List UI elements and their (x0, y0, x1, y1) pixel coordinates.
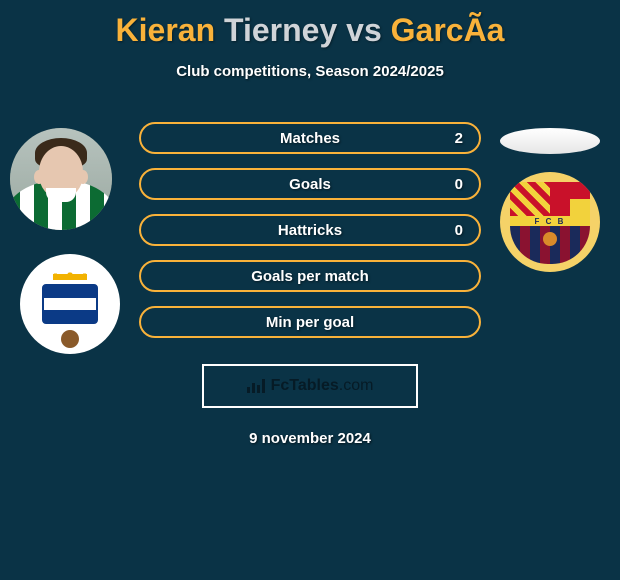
player1-club-crest (20, 254, 120, 354)
player2-name: GarcÃa (391, 12, 505, 48)
stat-row-goals-per-match: Goals per match (139, 260, 481, 292)
site-name: FcTables (271, 377, 339, 394)
fcb-initials: F C B (510, 216, 590, 226)
stat-value-player1: 0 (455, 222, 463, 239)
branding-text: FcTables.com (271, 377, 374, 395)
comparison-title: Kieran Tierney vs GarcÃa (0, 0, 620, 49)
branding-box[interactable]: FcTables.com (202, 364, 418, 408)
stat-label: Goals (289, 176, 331, 193)
site-domain: .com (339, 377, 374, 394)
bar-chart-icon (247, 379, 265, 393)
stats-container: Matches 2 Goals 0 Hattricks 0 Goals per … (139, 122, 481, 338)
stat-row-hattricks: Hattricks 0 (139, 214, 481, 246)
subtitle: Club competitions, Season 2024/2025 (0, 63, 620, 80)
vs-separator: vs (346, 12, 382, 48)
player1-lastname: Tierney (224, 12, 337, 48)
player1-photo (10, 128, 112, 230)
stat-row-matches: Matches 2 (139, 122, 481, 154)
stat-row-min-per-goal: Min per goal (139, 306, 481, 338)
stat-label: Matches (280, 130, 340, 147)
date-text: 9 november 2024 (0, 430, 620, 447)
stat-row-goals: Goals 0 (139, 168, 481, 200)
stat-value-player1: 2 (455, 130, 463, 147)
stat-label: Min per goal (266, 314, 354, 331)
player1-firstname: Kieran (116, 12, 216, 48)
player2-club-crest: F C B (500, 172, 600, 272)
player2-photo-placeholder (500, 128, 600, 154)
stat-value-player1: 0 (455, 176, 463, 193)
stat-label: Goals per match (251, 268, 369, 285)
stat-label: Hattricks (278, 222, 342, 239)
